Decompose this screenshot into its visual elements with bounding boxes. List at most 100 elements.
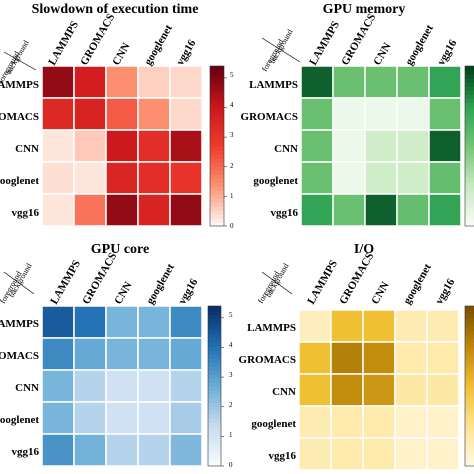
colorbar-segment (208, 450, 221, 455)
heatmap-cell (332, 97, 366, 131)
colorbar-segment (465, 94, 474, 99)
row-label: LAMMPS (247, 322, 296, 334)
heatmap-cells-io (298, 309, 460, 471)
heatmap-cell (105, 129, 139, 163)
heatmap-cell (362, 405, 396, 439)
colorbar-segment (208, 322, 221, 327)
heatmap-cell (105, 369, 139, 403)
heatmap-cell (105, 433, 139, 467)
colorbar-segment (210, 110, 224, 115)
colorbar-segment (465, 378, 474, 383)
colorbar-segment (465, 386, 474, 391)
colorbar-segment (210, 82, 224, 87)
colorbar-segment (210, 218, 224, 223)
colorbar-segment (208, 358, 221, 363)
colorbar-segment (465, 134, 474, 139)
heatmap-cell (73, 305, 107, 339)
row-label: CNN (272, 386, 296, 398)
colorbar-segment (210, 98, 224, 103)
colorbar-gpu-core (207, 305, 224, 467)
colorbar-tick-label: 2 (229, 401, 233, 409)
corner-divider (261, 271, 293, 295)
col-label: vgg16 (174, 37, 198, 67)
heatmap-cell (73, 193, 107, 227)
colorbar-segment (465, 78, 474, 83)
colorbar-segment (465, 346, 474, 351)
row-labels-io: LAMMPS GROMACS CNN googlenet vgg16 (239, 322, 297, 462)
row-label: GROMACS (239, 354, 296, 366)
colorbar-segment (210, 66, 224, 71)
colorbar-segment (465, 422, 474, 427)
colorbar-segment (210, 142, 224, 147)
colorbar-segment (465, 106, 474, 111)
colorbar-segment (465, 142, 474, 147)
colorbar-segment (465, 178, 474, 183)
colorbar-segment (465, 314, 474, 319)
colorbar-segment (465, 198, 474, 203)
colorbar-segment (465, 354, 474, 359)
colorbar-segment (465, 182, 474, 187)
colorbar-segment (210, 106, 224, 111)
heatmap-cell (426, 405, 460, 439)
colorbar-segment (465, 186, 474, 191)
heatmap-cell (362, 309, 396, 343)
colorbar-segment (465, 458, 474, 463)
colorbar-segment (465, 338, 474, 343)
heatmap-cell (169, 433, 203, 467)
colorbar-slowdown (209, 65, 227, 227)
col-label: vgg16 (435, 37, 459, 67)
heatmap-cell (41, 401, 75, 435)
colorbar-segment (210, 198, 224, 203)
colorbar-segment (465, 406, 474, 411)
colorbar-segment (465, 326, 474, 331)
colorbar-segment (465, 98, 474, 103)
heatmap-cell (169, 193, 203, 227)
heatmap-cell (73, 161, 107, 195)
colorbar-segment (465, 110, 474, 115)
colorbar-segment (208, 326, 221, 331)
heatmap-cell (394, 405, 428, 439)
heatmap-cell (73, 369, 107, 403)
chart-title-io: I/O (354, 242, 374, 257)
col-label: LAMMPS (307, 19, 342, 67)
heatmap-cell (300, 97, 334, 131)
colorbar-segment (208, 318, 221, 323)
colorbar-segment (465, 366, 474, 371)
colorbar-segment (465, 430, 474, 435)
heatmap-cell (298, 373, 332, 407)
colorbar-segment (208, 398, 221, 403)
colorbar-segment (465, 454, 474, 459)
heatmap-cells-gpu-memory (300, 65, 462, 227)
row-label: vgg16 (271, 207, 299, 219)
col-label: googlenet (401, 262, 434, 307)
heatmap-cell (330, 341, 364, 375)
colorbar-segment (208, 370, 221, 375)
colorbar-segment (210, 150, 224, 155)
colorbar-tick-label: 0 (230, 222, 234, 230)
heatmap-cell (426, 309, 460, 343)
col-label: vgg16 (176, 276, 200, 306)
colorbar-segment (465, 426, 474, 431)
colorbar-segment (465, 334, 474, 339)
colorbar-segment (208, 338, 221, 343)
colorbar-segment (208, 394, 221, 399)
row-label: CNN (15, 382, 39, 394)
colorbar-segment (465, 318, 474, 323)
heatmap-cell (364, 97, 398, 131)
colorbar-tick-label: 4 (230, 101, 234, 109)
heatmap-cell (105, 65, 139, 99)
colorbar-tick-label: 1 (230, 192, 234, 200)
colorbar-frame (464, 65, 474, 227)
colorbar-segment (210, 90, 224, 95)
corner-label-foreground: foreground (260, 38, 286, 73)
row-labels-gpu-memory: LAMMPS GROMACS CNN googlenet vgg16 (241, 79, 299, 219)
colorbar-segment (208, 402, 221, 407)
heatmap-cell (364, 65, 398, 99)
colorbar-segment (465, 330, 474, 335)
colorbar-segment (465, 222, 474, 227)
colorbar-segment (465, 202, 474, 207)
colorbar-segment (210, 210, 224, 215)
heatmap-cell (298, 437, 332, 471)
row-labels-slowdown: LAMMPS GROMACS CNN googlenet vgg16 (0, 79, 40, 219)
